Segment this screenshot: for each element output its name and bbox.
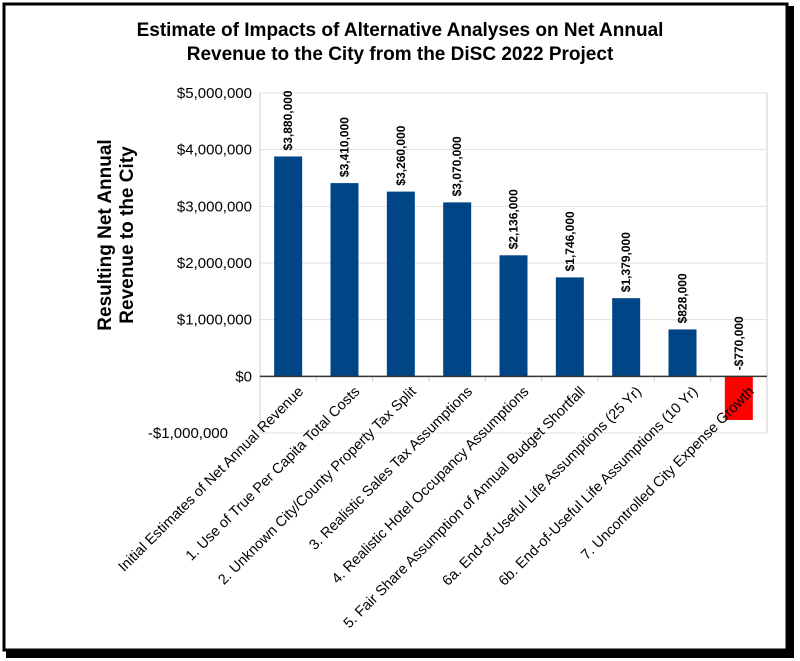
data-label: $3,260,000 bbox=[394, 125, 408, 185]
data-label: $1,746,000 bbox=[563, 211, 577, 271]
y-tick-label: -$1,000,000 bbox=[148, 425, 228, 442]
chart-title-line-1: Estimate of Impacts of Alternative Analy… bbox=[137, 20, 664, 41]
y-tick-label: $3,000,000 bbox=[177, 198, 252, 215]
bar bbox=[555, 277, 584, 377]
y-axis-label-line-2: Revenue to the City bbox=[117, 146, 138, 324]
y-tick-label: $4,000,000 bbox=[177, 142, 252, 159]
y-axis-label-line-1: Resulting Net Annual bbox=[95, 139, 116, 330]
data-label: $828,000 bbox=[676, 273, 690, 323]
bar bbox=[668, 329, 697, 377]
bar bbox=[274, 156, 303, 377]
bar bbox=[443, 202, 472, 377]
data-label: $1,379,000 bbox=[619, 232, 633, 292]
y-tick-label: $0 bbox=[235, 368, 252, 385]
data-label: $3,070,000 bbox=[450, 136, 464, 196]
bar bbox=[386, 191, 415, 377]
y-tick-label: $2,000,000 bbox=[177, 255, 252, 272]
y-tick-label: $1,000,000 bbox=[177, 312, 252, 329]
bar bbox=[330, 183, 359, 377]
data-label: $2,136,000 bbox=[507, 189, 521, 249]
data-label: $3,880,000 bbox=[281, 90, 295, 150]
y-tick-label: $5,000,000 bbox=[177, 85, 252, 102]
bar bbox=[612, 298, 641, 377]
data-label: -$770,000 bbox=[732, 316, 746, 370]
data-label: $3,410,000 bbox=[338, 117, 352, 177]
bar bbox=[724, 376, 753, 420]
bar bbox=[499, 255, 528, 377]
chart-title-line-2: Revenue to the City from the DiSC 2022 P… bbox=[187, 44, 614, 65]
